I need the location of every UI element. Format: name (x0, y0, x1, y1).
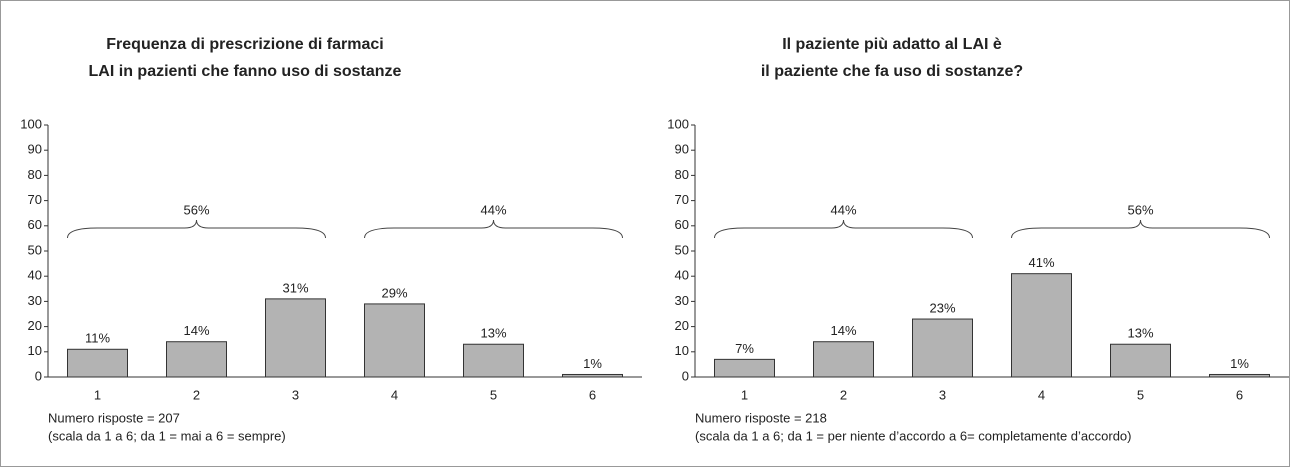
chart-title: il paziente che fa uso di sostanze? (761, 63, 1023, 80)
value-label: 7% (735, 341, 754, 356)
group-label: 56% (183, 202, 209, 217)
group-bracket (1011, 219, 1270, 239)
x-tick-label: 3 (939, 387, 946, 402)
y-tick-label: 20 (675, 318, 689, 333)
bar (714, 358, 775, 378)
value-label: 29% (381, 285, 407, 300)
y-tick-label: 30 (28, 293, 42, 308)
x-tick-label: 5 (1137, 387, 1144, 402)
group-bracket (364, 219, 623, 239)
bar (912, 318, 973, 378)
y-tick-label: 80 (28, 167, 42, 182)
chart-title: Il paziente più adatto al LAI è (782, 36, 1002, 53)
x-tick-label: 5 (490, 387, 497, 402)
bar (1209, 373, 1270, 378)
group-bracket (714, 219, 973, 239)
group-label: 44% (830, 202, 856, 217)
value-label: 31% (282, 280, 308, 295)
x-tick-label: 3 (292, 387, 299, 402)
bar (1011, 273, 1072, 378)
y-tick-label: 60 (675, 217, 689, 232)
group-bracket (67, 219, 326, 239)
bar (166, 341, 227, 378)
chart-title: Frequenza di prescrizione di farmaci (106, 36, 383, 53)
y-tick-label: 70 (28, 192, 42, 207)
x-tick-label: 1 (94, 387, 101, 402)
y-tick-label: 10 (28, 343, 42, 358)
value-label: 1% (583, 356, 602, 371)
y-tick-label: 30 (675, 293, 689, 308)
note: (scala da 1 a 6; da 1 = per niente d’acc… (695, 428, 1132, 443)
bar (265, 298, 326, 378)
x-tick-label: 2 (193, 387, 200, 402)
x-tick-label: 6 (1236, 387, 1243, 402)
x-tick-label: 4 (391, 387, 398, 402)
y-tick-label: 90 (675, 142, 689, 157)
group-label: 44% (480, 202, 506, 217)
x-tick-label: 1 (741, 387, 748, 402)
bar (1110, 343, 1171, 378)
y-tick-label: 90 (28, 142, 42, 157)
group-label: 56% (1127, 202, 1153, 217)
note: Numero risposte = 218 (695, 410, 827, 425)
value-label: 14% (183, 323, 209, 338)
value-label: 14% (830, 323, 856, 338)
y-tick-label: 100 (667, 116, 689, 131)
y-tick-label: 50 (675, 242, 689, 257)
chart-title: LAI in pazienti che fanno uso di sostanz… (89, 63, 402, 80)
y-tick-label: 0 (35, 368, 42, 383)
y-tick-label: 100 (20, 116, 42, 131)
value-label: 23% (929, 300, 955, 315)
value-label: 1% (1230, 356, 1249, 371)
bar (562, 373, 623, 378)
bar (463, 343, 524, 378)
y-tick-label: 60 (28, 217, 42, 232)
note: (scala da 1 a 6; da 1 = mai a 6 = sempre… (48, 428, 286, 443)
y-tick-label: 10 (675, 343, 689, 358)
value-label: 13% (480, 326, 506, 341)
note: Numero risposte = 207 (48, 410, 180, 425)
y-tick-label: 20 (28, 318, 42, 333)
x-tick-label: 6 (589, 387, 596, 402)
y-tick-label: 80 (675, 167, 689, 182)
bar (364, 303, 425, 378)
y-tick-label: 70 (675, 192, 689, 207)
x-tick-label: 2 (840, 387, 847, 402)
y-tick-label: 40 (28, 268, 42, 283)
y-tick-label: 0 (682, 368, 689, 383)
y-tick-label: 50 (28, 242, 42, 257)
bar (67, 348, 128, 378)
value-label: 41% (1028, 255, 1054, 270)
value-label: 13% (1127, 326, 1153, 341)
x-tick-label: 4 (1038, 387, 1045, 402)
value-label: 11% (85, 331, 110, 346)
bar (813, 341, 874, 378)
y-tick-label: 40 (675, 268, 689, 283)
